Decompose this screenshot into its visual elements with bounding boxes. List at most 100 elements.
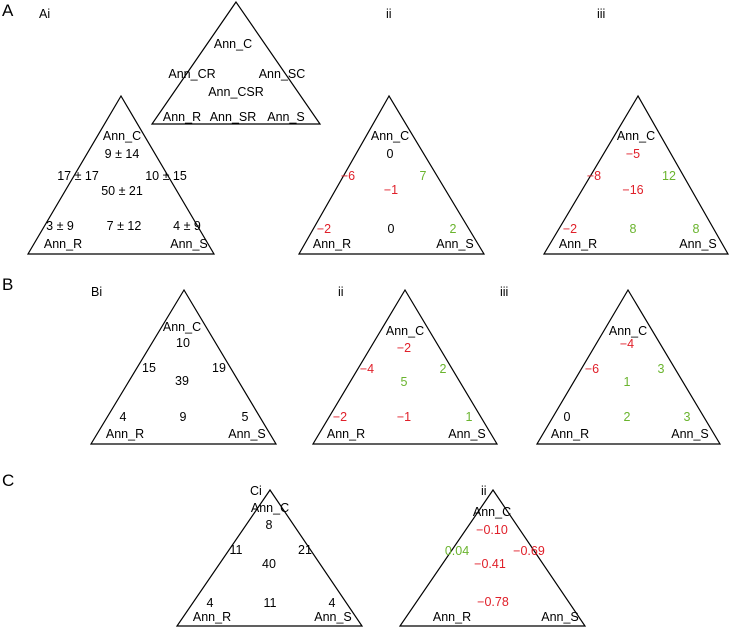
- schematic-label-c: Ann_C: [214, 37, 252, 51]
- schematic-label-cr: Ann_CR: [168, 67, 215, 81]
- sublabel-b-i: Bi: [91, 285, 102, 299]
- region-value-cr: −6: [585, 362, 599, 376]
- panel-letter-c: C: [2, 471, 14, 490]
- corner-label-c-a-iii: Ann_C: [617, 129, 655, 143]
- region-value-csr: 50 ± 21: [101, 184, 143, 198]
- corner-label-s-b-i: Ann_S: [228, 427, 266, 441]
- corner-label-c-b-ii: Ann_C: [386, 324, 424, 338]
- region-value-c: −0.10: [476, 523, 508, 537]
- schematic-label-sr: Ann_SR: [210, 110, 257, 124]
- schematic-label-sc: Ann_SC: [259, 67, 306, 81]
- region-value-s: 1: [466, 410, 473, 424]
- region-value-sc: 7: [420, 169, 427, 183]
- corner-label-r-a-i: Ann_R: [44, 237, 82, 251]
- region-value-s: 8: [693, 222, 700, 236]
- sublabel-a-i: Ai: [39, 7, 50, 21]
- corner-label-c-a-i: Ann_C: [103, 129, 141, 143]
- region-value-r: −2: [317, 222, 331, 236]
- triangle-a-i-schematic: [150, 0, 322, 125]
- corner-label-c-b-iii: Ann_C: [609, 324, 647, 338]
- region-value-sr: 7 ± 12: [107, 219, 142, 233]
- sublabel-a-ii: ii: [386, 7, 392, 21]
- region-value-c: −5: [626, 147, 640, 161]
- region-value-sc: 21: [298, 543, 312, 557]
- sublabel-b-iii: iii: [500, 285, 508, 299]
- region-value-sr: 2: [624, 410, 631, 424]
- region-value-csr: −0.41: [474, 557, 506, 571]
- region-value-sr: 8: [630, 222, 637, 236]
- region-value-cr: 11: [230, 543, 243, 557]
- corner-label-r-c-ii: Ann_R: [433, 610, 471, 624]
- corner-label-s-c-i: Ann_S: [314, 610, 352, 624]
- region-value-s: 2: [450, 222, 457, 236]
- region-value-csr: 1: [624, 375, 631, 389]
- region-value-csr: 39: [175, 374, 189, 388]
- schematic-label-r: Ann_R: [163, 110, 201, 124]
- region-value-r: 3 ± 9: [46, 219, 74, 233]
- corner-label-c-c-i: Ann_C: [251, 501, 289, 515]
- triangle-b-ii: [311, 288, 499, 445]
- triangle-c-i: [175, 488, 364, 627]
- corner-label-s-b-ii: Ann_S: [448, 427, 486, 441]
- region-value-cr: −8: [587, 169, 601, 183]
- triangle-a-ii: [297, 94, 486, 255]
- triangle-a-iii: [542, 94, 730, 255]
- region-value-r: 4: [120, 410, 127, 424]
- region-value-sc: −0.69: [513, 544, 545, 558]
- sublabel-c-ii: ii: [481, 484, 487, 498]
- region-value-cr: −4: [360, 362, 374, 376]
- corner-label-s-b-iii: Ann_S: [671, 427, 709, 441]
- triangle-a-i-values: [26, 94, 216, 255]
- corner-label-r-b-ii: Ann_R: [327, 427, 365, 441]
- corner-label-r-c-i: Ann_R: [193, 610, 231, 624]
- region-value-c: 10: [176, 336, 190, 350]
- schematic-label-s: Ann_S: [267, 110, 305, 124]
- region-value-s: 4 ± 9: [173, 219, 201, 233]
- corner-label-s-a-ii: Ann_S: [436, 237, 474, 251]
- region-value-s: 4: [329, 596, 336, 610]
- region-value-sc: 19: [212, 361, 226, 375]
- region-value-csr: −1: [384, 183, 398, 197]
- region-value-c: 8: [266, 518, 273, 532]
- region-value-sc: 10 ± 15: [145, 169, 187, 183]
- triangle-b-i: [89, 288, 278, 445]
- sublabel-a-iii: iii: [597, 7, 605, 21]
- region-value-sr: 11: [264, 596, 277, 610]
- region-value-r: 4: [207, 596, 214, 610]
- triangle-b-iii: [535, 288, 722, 445]
- corner-label-s-a-iii: Ann_S: [679, 237, 717, 251]
- region-value-csr: −16: [622, 183, 643, 197]
- region-value-r: 0: [564, 410, 571, 424]
- region-value-sr: 9: [180, 410, 187, 424]
- sublabel-b-ii: ii: [338, 285, 344, 299]
- corner-label-c-c-ii: Ann_C: [473, 505, 511, 519]
- corner-label-r-b-iii: Ann_R: [551, 427, 589, 441]
- corner-label-r-b-i: Ann_R: [106, 427, 144, 441]
- region-value-s: 3: [684, 410, 691, 424]
- panel-letter-b: B: [2, 275, 13, 294]
- corner-label-c-b-i: Ann_C: [163, 320, 201, 334]
- panel-letter-a: A: [2, 1, 14, 20]
- region-value-cr: −6: [341, 169, 355, 183]
- region-value-sr: −1: [397, 410, 411, 424]
- region-value-sc: 12: [662, 169, 676, 183]
- region-value-c: 9 ± 14: [105, 147, 140, 161]
- region-value-c: −4: [620, 337, 634, 351]
- region-value-cr: 15: [142, 361, 156, 375]
- region-value-sc: 3: [658, 362, 665, 376]
- triangle-c-ii: [398, 488, 587, 627]
- sublabel-c-i: Ci: [250, 484, 262, 498]
- region-value-sr: −0.78: [477, 595, 509, 609]
- corner-label-c-a-ii: Ann_C: [371, 129, 409, 143]
- region-value-sr: 0: [388, 222, 395, 236]
- region-value-csr: 40: [262, 557, 276, 571]
- corner-label-r-a-iii: Ann_R: [559, 237, 597, 251]
- corner-label-s-c-ii: Ann_S: [541, 610, 579, 624]
- region-value-cr: 0.04: [445, 544, 469, 558]
- region-value-c: −2: [397, 341, 411, 355]
- region-value-cr: 17 ± 17: [57, 169, 99, 183]
- region-value-csr: 5: [401, 375, 408, 389]
- region-value-r: −2: [563, 222, 577, 236]
